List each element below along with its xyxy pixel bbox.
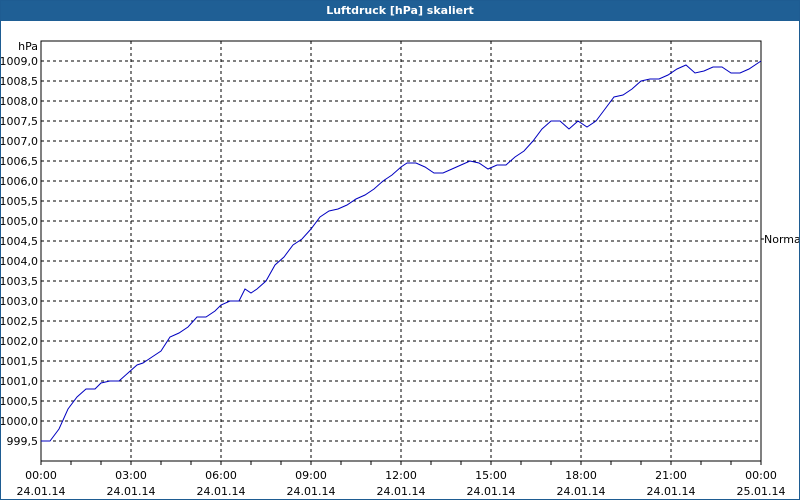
x-tick-time-label: 00:00: [745, 469, 777, 482]
x-tick-date-label: 24.01.14: [287, 485, 336, 498]
series-line-normal: [41, 60, 762, 442]
x-tick-time-label: 21:00: [655, 469, 687, 482]
y-tick-label: 1006,0: [1, 175, 38, 188]
y-tick-label: 1004,0: [1, 255, 38, 268]
x-tick-time-label: 18:00: [565, 469, 597, 482]
y-tick-label: 999,5: [7, 435, 39, 448]
x-tick-date-label: 24.01.14: [647, 485, 696, 498]
x-tick-time-label: 06:00: [205, 469, 237, 482]
x-tick-date-label: 24.01.14: [467, 485, 516, 498]
y-tick-label: 1001,5: [1, 355, 38, 368]
x-tick-date-label: 24.01.14: [17, 485, 66, 498]
y-axis-unit-label: hPa: [18, 40, 38, 53]
legend-label-normal: Normal: [764, 233, 799, 246]
x-tick-time-label: 03:00: [115, 469, 147, 482]
y-tick-label: 1002,5: [1, 315, 38, 328]
y-tick-label: 1008,0: [1, 95, 38, 108]
chart-title: Luftdruck [hPa] skaliert: [1, 1, 799, 21]
y-tick-label: 1006,5: [1, 155, 38, 168]
y-tick-label: 1007,0: [1, 135, 38, 148]
x-tick-date-label: 24.01.14: [197, 485, 246, 498]
y-tick-label: 1001,0: [1, 375, 38, 388]
x-tick-time-label: 15:00: [475, 469, 507, 482]
x-tick-date-label: 24.01.14: [377, 485, 426, 498]
y-tick-label: 1008,5: [1, 75, 38, 88]
x-tick-time-label: 12:00: [385, 469, 417, 482]
x-tick-time-label: 00:00: [25, 469, 57, 482]
y-tick-label: 1005,5: [1, 195, 38, 208]
plot-border: [40, 40, 762, 462]
y-tick-label: 1000,5: [1, 395, 38, 408]
x-tick-date-label: 24.01.14: [107, 485, 156, 498]
x-tick-time-label: 09:00: [295, 469, 327, 482]
y-tick-label: 1003,5: [1, 275, 38, 288]
y-tick-label: 1005,0: [1, 215, 38, 228]
chart-plot: 1009,0 1008,5 1008,0 1007,5 1007,0 1006,5 1006…: [1, 40, 799, 498]
y-tick-label: 1002,0: [1, 335, 38, 348]
x-tick-date-label: 24.01.14: [557, 485, 606, 498]
x-tick-date-label: 25.01.14: [737, 485, 786, 498]
y-tick-label: 1000,0: [1, 415, 38, 428]
y-tick-label: 1003,0: [1, 295, 38, 308]
y-tick-label: 1007,5: [1, 115, 38, 128]
y-tick-label: 1009,0: [1, 55, 38, 68]
y-tick-label: 1004,5: [1, 235, 38, 248]
